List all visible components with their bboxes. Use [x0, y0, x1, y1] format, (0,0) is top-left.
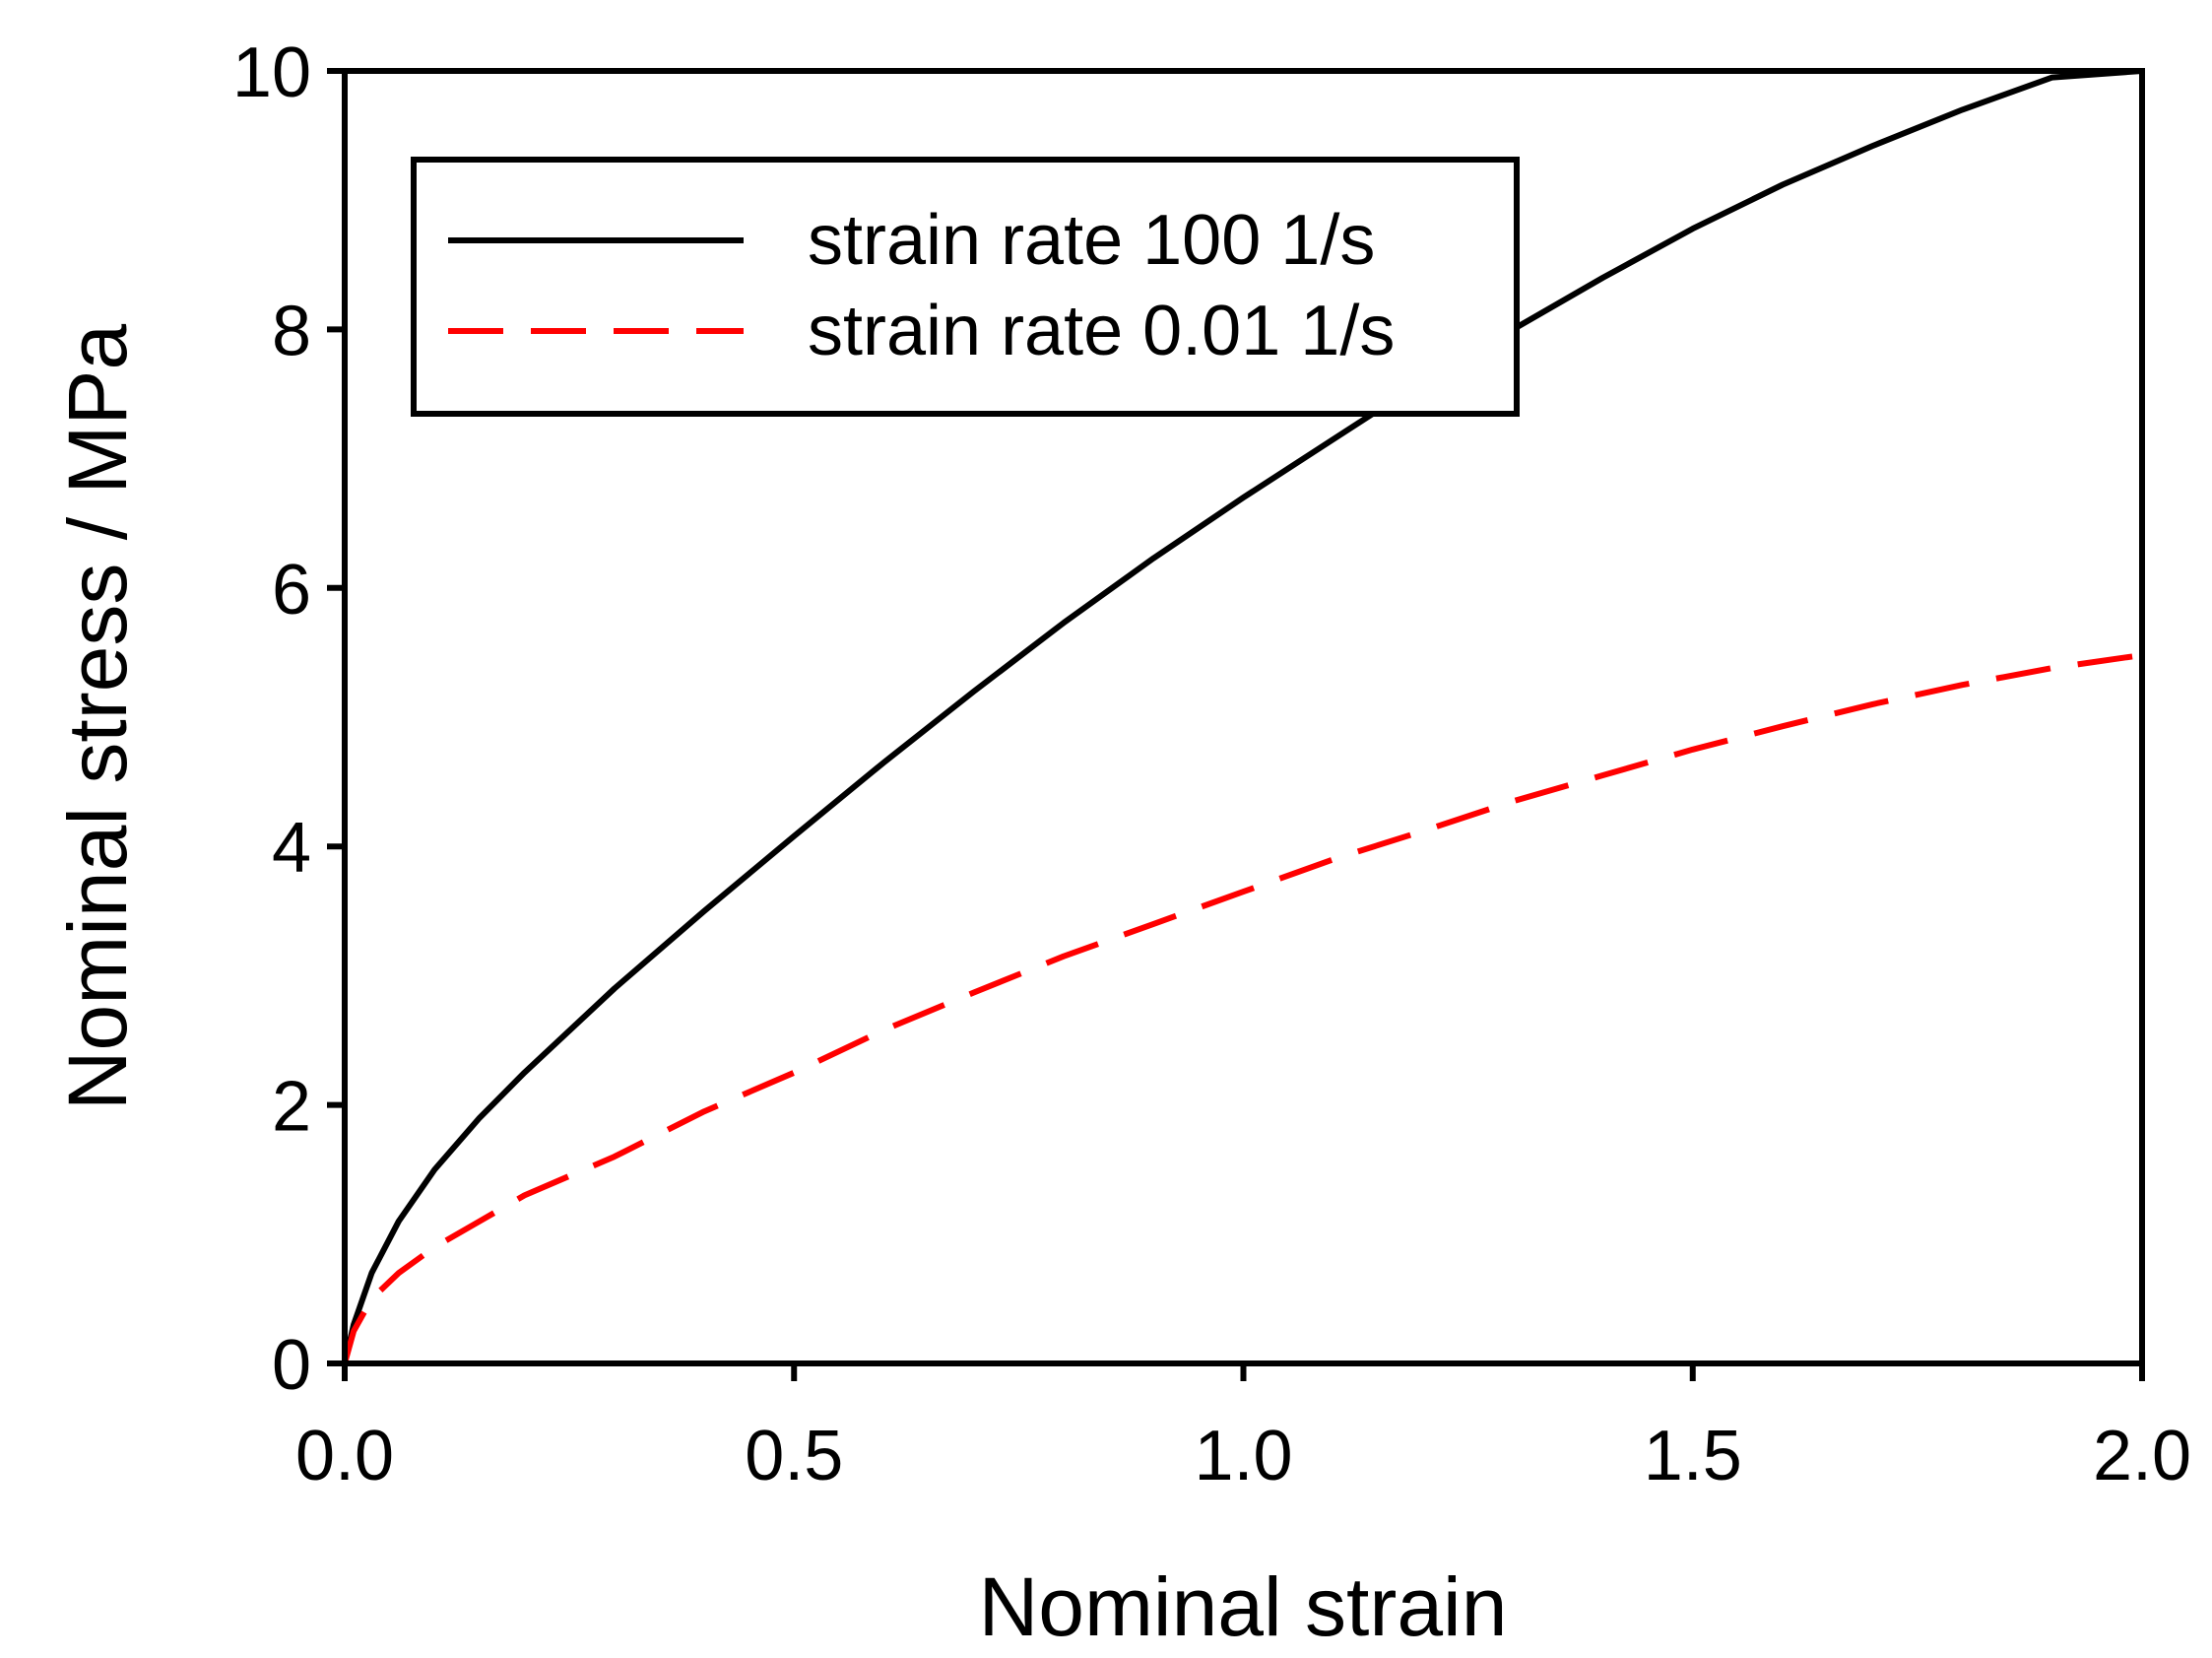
y-tick-label: 4 — [272, 809, 311, 888]
series-line-1 — [342, 652, 2143, 1364]
x-axis-ticks: 0.0 0.5 1.0 1.5 2.0 — [295, 1363, 2191, 1495]
x-tick-label: 0.0 — [295, 1417, 394, 1495]
x-tick-label: 2.0 — [2093, 1417, 2191, 1495]
y-axis-title: Nominal stress / MPa — [51, 324, 144, 1110]
legend-label-0: strain rate 100 1/s — [808, 201, 1375, 280]
y-tick-label: 10 — [232, 33, 311, 112]
legend-label-1: strain rate 0.01 1/s — [808, 292, 1395, 370]
series-layer — [342, 68, 2143, 1364]
y-tick-label: 0 — [272, 1326, 311, 1405]
y-tick-label: 6 — [272, 551, 311, 630]
series-line-0 — [342, 68, 2143, 1364]
legend: strain rate 100 1/s strain rate 0.01 1/s — [411, 157, 1520, 417]
x-tick-label: 1.5 — [1644, 1417, 1742, 1495]
y-axis-ticks: 0 2 4 6 8 10 — [232, 33, 345, 1405]
y-tick-label: 8 — [272, 292, 311, 370]
y-tick-label: 2 — [272, 1068, 311, 1147]
x-tick-label: 1.0 — [1194, 1417, 1292, 1495]
x-tick-label: 0.5 — [745, 1417, 843, 1495]
legend-box — [411, 157, 1520, 417]
x-axis-title: Nominal strain — [979, 1560, 1508, 1653]
